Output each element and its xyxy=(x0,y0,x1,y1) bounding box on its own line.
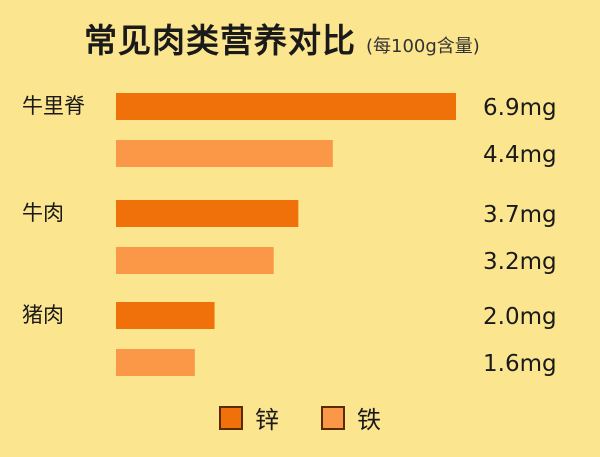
bar-iron xyxy=(116,247,274,274)
value-label: 1.6mg xyxy=(483,351,557,377)
chart-subtitle: (每100g含量) xyxy=(366,36,480,57)
category-label: 猪肉 xyxy=(22,303,64,327)
value-label: 6.9mg xyxy=(483,95,557,121)
legend-swatch-zinc xyxy=(219,405,243,430)
category-label: 牛肉 xyxy=(22,201,64,225)
legend: 锌 铁 xyxy=(0,400,600,435)
bar-zinc xyxy=(116,200,299,227)
legend-label-iron: 铁 xyxy=(357,406,381,434)
value-label: 2.0mg xyxy=(483,304,557,330)
value-label: 3.2mg xyxy=(483,249,557,275)
legend-swatch-iron xyxy=(321,405,345,430)
category-label: 牛里脊 xyxy=(22,94,85,118)
value-label: 4.4mg xyxy=(483,142,557,168)
value-label: 3.7mg xyxy=(483,202,557,228)
bar-iron xyxy=(116,349,195,376)
bar-iron xyxy=(116,140,333,167)
legend-label-zinc: 锌 xyxy=(255,406,279,434)
title-row: 常见肉类营养对比 (每100g含量) xyxy=(84,14,480,62)
legend-item-zinc: 锌 xyxy=(219,400,279,435)
bar-zinc xyxy=(116,302,215,329)
legend-item-iron: 铁 xyxy=(321,400,381,435)
chart-title: 常见肉类营养对比 xyxy=(84,21,356,60)
bar-chart: 牛里脊 6.9mg 4.4mg 牛肉 3.7mg 3.2mg 猪肉 2.0mg 1.6mg xyxy=(22,93,557,377)
bar-zinc xyxy=(116,93,456,120)
